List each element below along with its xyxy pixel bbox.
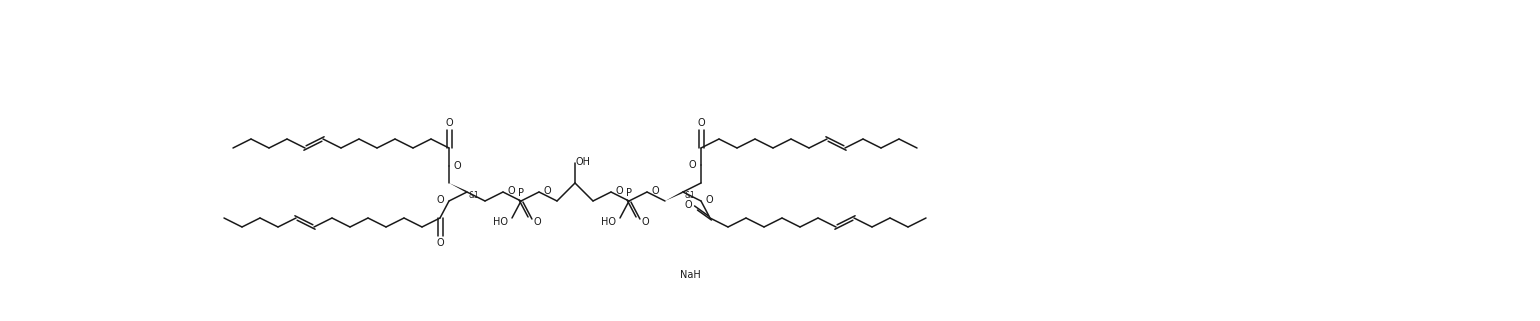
Text: O: O bbox=[684, 200, 691, 210]
Text: O: O bbox=[436, 238, 444, 248]
Text: NaH: NaH bbox=[679, 270, 701, 280]
Polygon shape bbox=[665, 191, 684, 201]
Text: HO: HO bbox=[493, 217, 508, 227]
Text: P: P bbox=[517, 188, 524, 198]
Text: O: O bbox=[614, 186, 622, 196]
Text: P: P bbox=[625, 188, 631, 198]
Text: O: O bbox=[507, 186, 514, 196]
Text: O: O bbox=[453, 161, 460, 171]
Text: O: O bbox=[533, 217, 541, 227]
Text: &1: &1 bbox=[468, 192, 479, 201]
Text: O: O bbox=[698, 118, 705, 128]
Text: O: O bbox=[445, 118, 453, 128]
Text: O: O bbox=[651, 186, 659, 196]
Text: O: O bbox=[688, 160, 696, 170]
Text: OH: OH bbox=[576, 157, 590, 167]
Polygon shape bbox=[450, 183, 468, 193]
Text: O: O bbox=[705, 195, 713, 205]
Text: O: O bbox=[544, 186, 551, 196]
Text: O: O bbox=[436, 195, 444, 205]
Text: O: O bbox=[641, 217, 648, 227]
Text: &1: &1 bbox=[685, 192, 696, 201]
Text: HO: HO bbox=[602, 217, 616, 227]
